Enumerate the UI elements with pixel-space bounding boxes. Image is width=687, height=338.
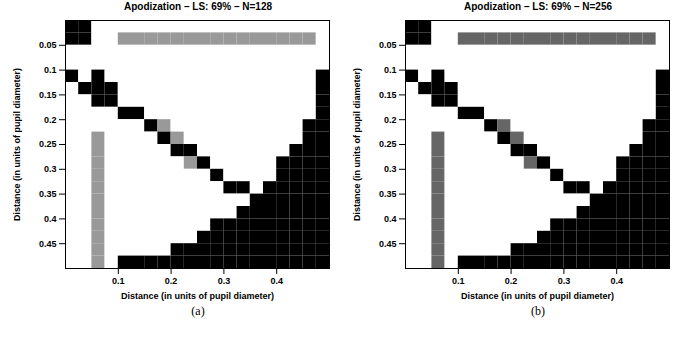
svg-text:0.2: 0.2 <box>44 115 57 125</box>
svg-text:0.2: 0.2 <box>165 276 178 286</box>
svg-text:0.45: 0.45 <box>379 239 397 249</box>
svg-text:0.1: 0.1 <box>44 65 57 75</box>
svg-text:0.3: 0.3 <box>44 164 57 174</box>
svg-text:0.35: 0.35 <box>379 189 397 199</box>
svg-text:0.1: 0.1 <box>112 276 125 286</box>
svg-text:0.35: 0.35 <box>39 189 57 199</box>
svg-text:0.3: 0.3 <box>558 276 571 286</box>
svg-text:0.25: 0.25 <box>379 139 397 149</box>
svg-text:0.25: 0.25 <box>39 139 57 149</box>
svg-text:0.2: 0.2 <box>384 115 397 125</box>
svg-text:0.45: 0.45 <box>39 239 57 249</box>
html-text:Apodization – LS: 69% – N=128: Apodization – LS: 69% – N=128 <box>123 1 272 12</box>
svg-text:0.1: 0.1 <box>452 276 465 286</box>
svg-text:0.2: 0.2 <box>505 276 518 286</box>
svg-text:0.3: 0.3 <box>384 164 397 174</box>
svg-text:0.4: 0.4 <box>610 276 623 286</box>
svg-text:Distance (in units of pupil di: Distance (in units of pupil diameter) <box>121 291 274 301</box>
svg-text:0.4: 0.4 <box>44 214 57 224</box>
html-text:Apodization – LS: 69% – N=256: Apodization – LS: 69% – N=256 <box>463 1 612 12</box>
svg-text:Distance (in units of pupil di: Distance (in units of pupil diameter) <box>352 68 362 221</box>
svg-text:0.15: 0.15 <box>379 90 397 100</box>
html-text:(b): (b) <box>531 304 545 318</box>
svg-text:0.4: 0.4 <box>270 276 283 286</box>
svg-text:Distance (in units of pupil di: Distance (in units of pupil diameter) <box>461 291 614 301</box>
svg-text:0.05: 0.05 <box>379 40 397 50</box>
svg-text:0.4: 0.4 <box>384 214 397 224</box>
svg-text:Distance (in units of pupil di: Distance (in units of pupil diameter) <box>12 68 22 221</box>
svg-text:0.15: 0.15 <box>39 90 57 100</box>
svg-text:0.3: 0.3 <box>218 276 231 286</box>
html-text:(a): (a) <box>191 304 205 318</box>
svg-text:0.05: 0.05 <box>39 40 57 50</box>
svg-text:0.1: 0.1 <box>384 65 397 75</box>
